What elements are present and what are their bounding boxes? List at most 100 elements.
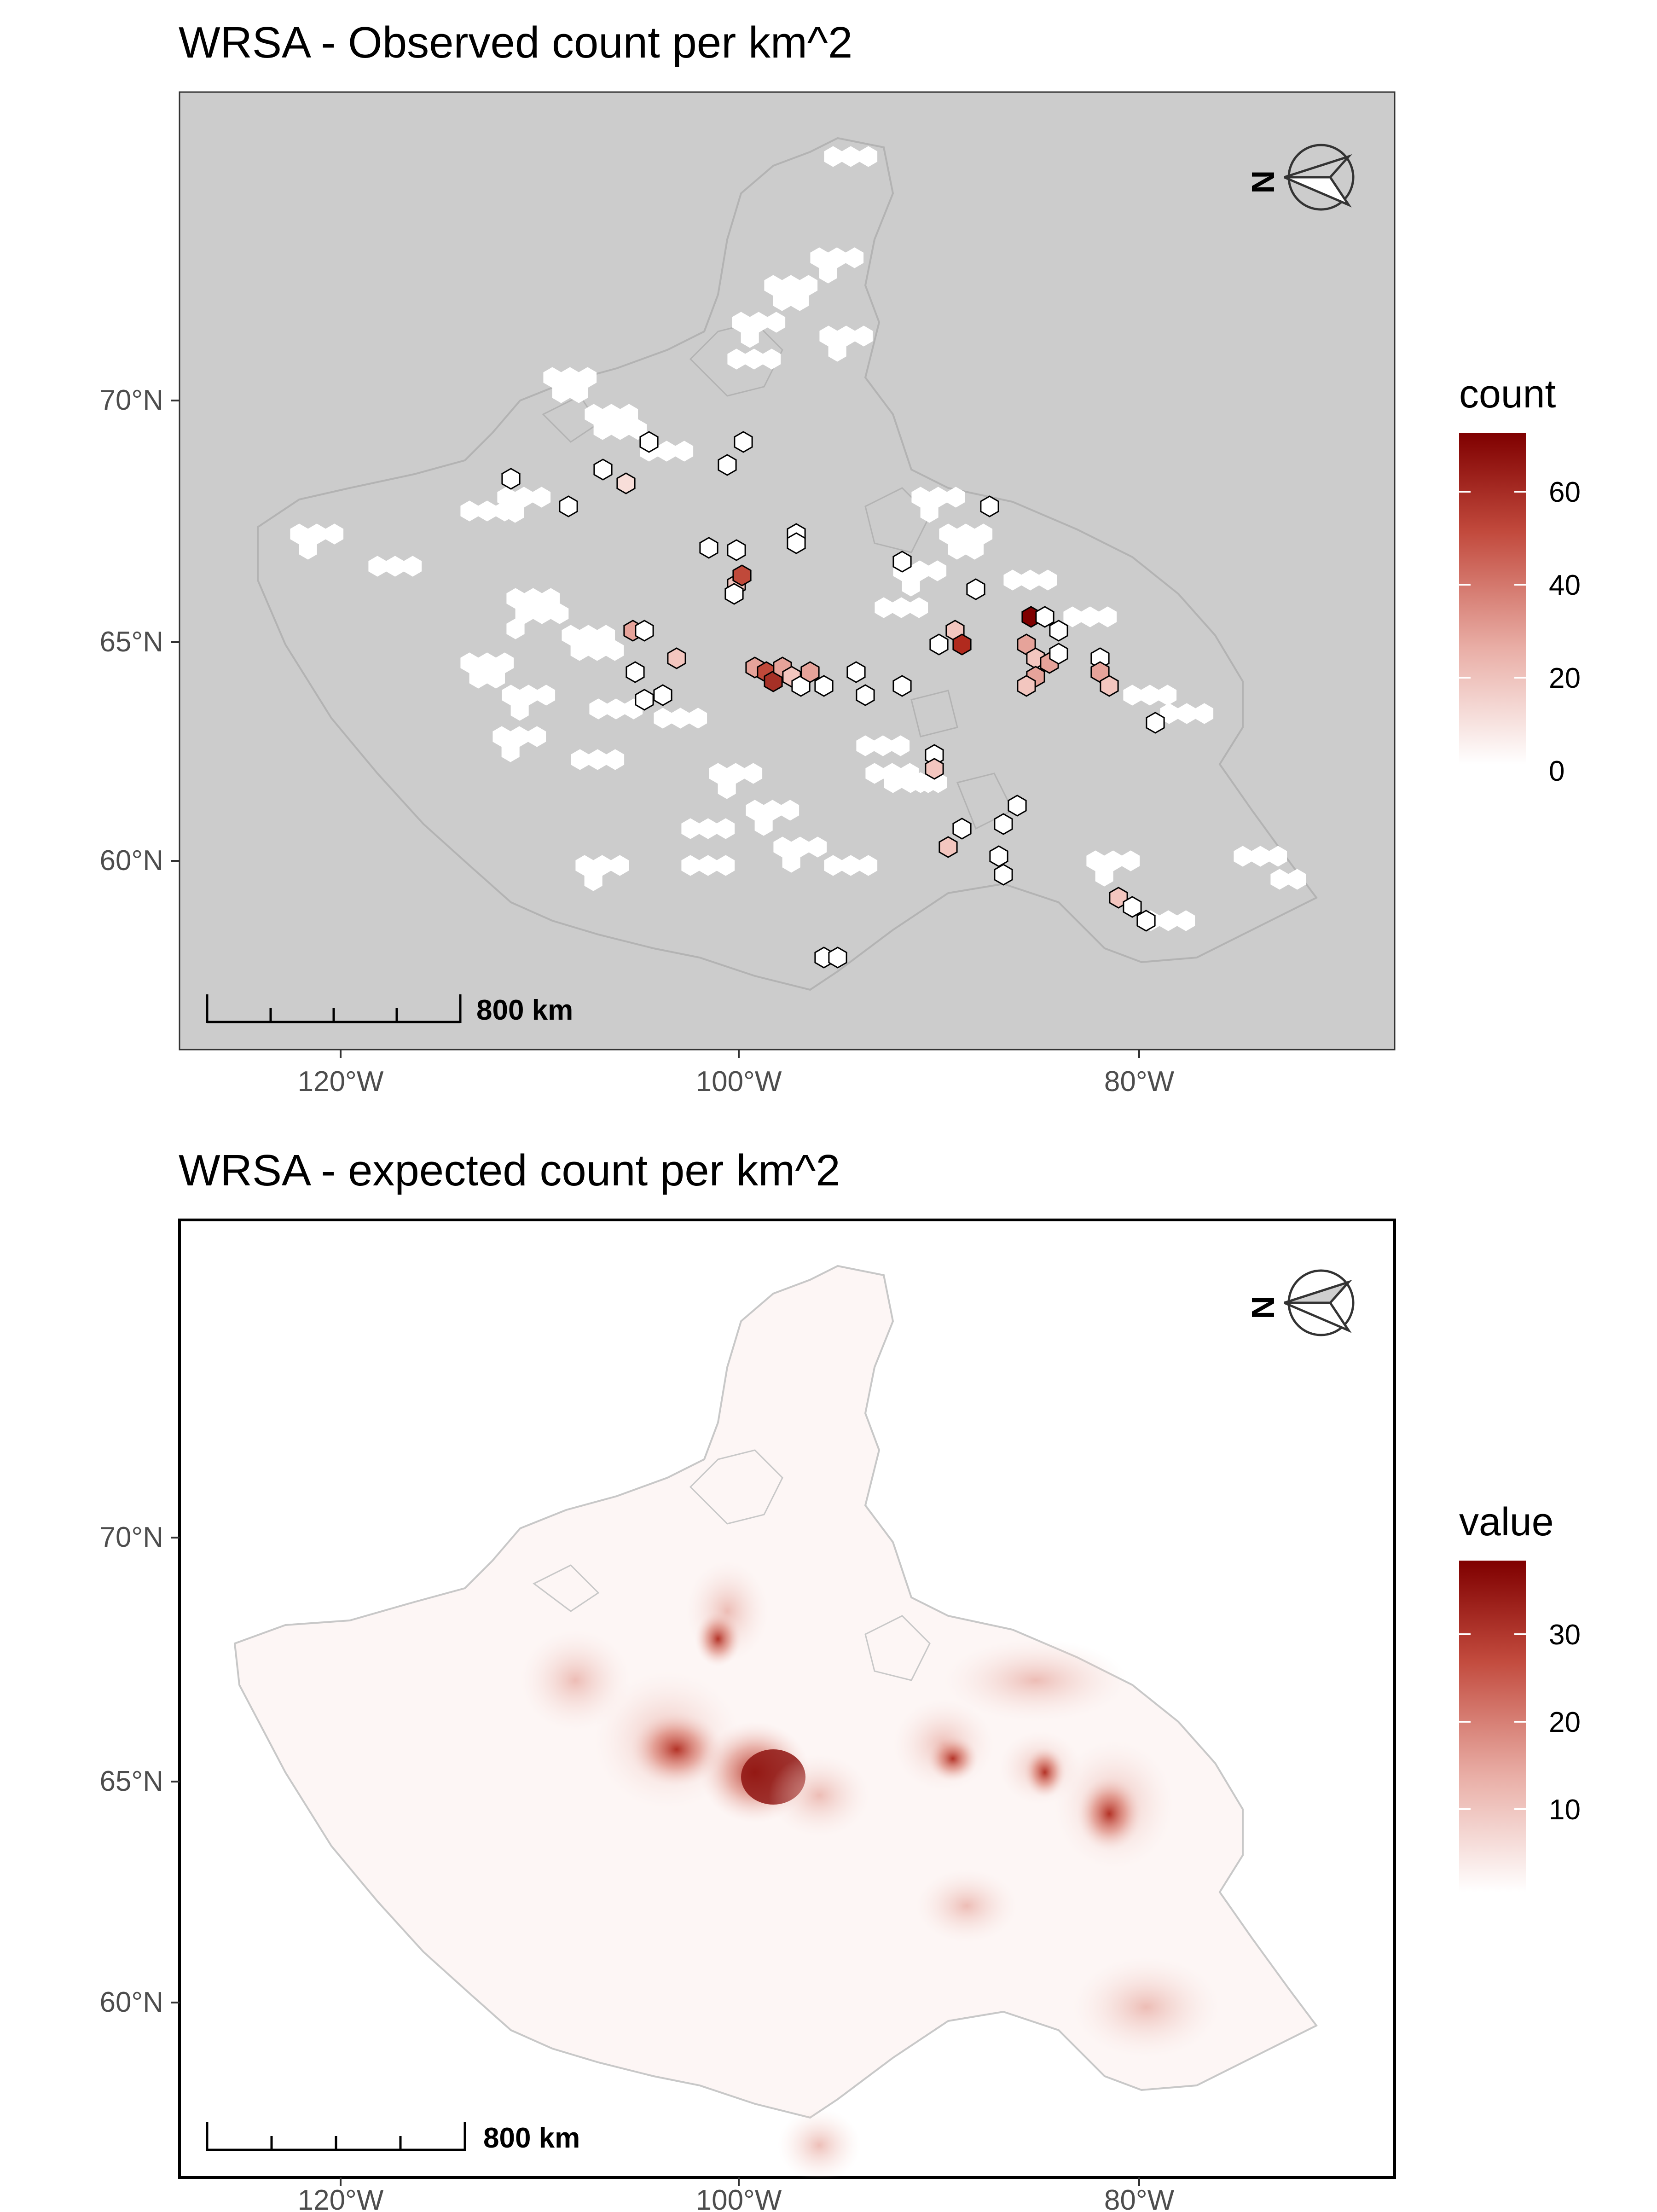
hex-cell	[675, 441, 694, 462]
hex-cell	[994, 813, 1013, 835]
legend-title: count	[1459, 372, 1556, 416]
y-tick-label: 70°N	[99, 1521, 163, 1553]
hex-cell	[299, 539, 317, 560]
hex-cell	[1017, 675, 1036, 697]
north-arrow-icon: N	[1245, 144, 1355, 211]
hex-cell	[892, 675, 912, 697]
x-tick-label: 80°W	[1104, 1066, 1175, 1097]
legend-count: count 60 40 20 0	[1459, 372, 1581, 787]
scale-bar-label: 800 km	[476, 994, 573, 1026]
map-background	[179, 91, 1396, 1051]
panel-title: WRSA - expected count per km^2	[179, 1146, 840, 1195]
hex-cell	[1100, 675, 1119, 697]
scale-bar: 800 km	[206, 2122, 580, 2154]
hex-cell	[902, 575, 920, 597]
hex-cell	[718, 454, 737, 476]
panel-title: WRSA - Observed count per km^2	[179, 18, 852, 67]
hex-cell	[1269, 846, 1287, 867]
hex-cell	[928, 560, 947, 581]
hex-cell	[606, 640, 624, 661]
hex-cell	[1035, 606, 1054, 628]
hex-cell	[929, 633, 949, 656]
hex-cell	[1177, 910, 1195, 931]
hex-cell	[846, 661, 866, 683]
y-tick-label: 60°N	[99, 1986, 163, 2018]
hex-cell	[809, 836, 827, 858]
panel-expected: WRSA - expected count per km^2	[99, 1146, 1581, 2212]
legend-tick-label: 0	[1549, 755, 1564, 787]
hex-cell	[699, 537, 718, 559]
x-axis: 120°W 100°W 80°W	[298, 1050, 1175, 1097]
hex-cell	[859, 146, 878, 167]
hex-cell	[734, 431, 753, 453]
legend-tick-label: 30	[1549, 1619, 1581, 1651]
hex-cell	[487, 668, 505, 689]
hex-cell	[754, 815, 773, 836]
x-axis: 120°W 100°W 80°W	[298, 2177, 1175, 2212]
y-tick-label: 70°N	[99, 384, 163, 416]
scale-bar-label: 800 km	[483, 2122, 580, 2154]
hex-cell	[718, 778, 736, 799]
hex-cell	[1090, 647, 1110, 669]
hex-grid-layer	[290, 146, 1306, 969]
hex-cell	[559, 495, 578, 517]
hex-cell	[506, 618, 525, 639]
hex-cell	[717, 818, 735, 839]
hex-cell	[952, 633, 972, 656]
hex-cell	[920, 502, 939, 523]
hex-cell	[1136, 910, 1156, 932]
hex-cell	[819, 262, 837, 284]
y-tick-label: 65°N	[99, 1765, 163, 1797]
hex-cell	[724, 583, 744, 605]
hex-cell	[653, 684, 672, 706]
hex-cell	[925, 758, 944, 780]
hex-cell	[994, 864, 1013, 886]
hex-cell	[606, 749, 625, 770]
x-tick-label: 100°W	[696, 2184, 782, 2210]
hex-cell	[763, 348, 781, 370]
hex-cell	[782, 852, 800, 873]
hex-cell	[626, 661, 645, 683]
hex-cell	[856, 684, 875, 706]
hex-cell	[855, 325, 873, 347]
hex-cell	[846, 247, 864, 268]
hex-cell	[910, 597, 928, 618]
hex-cell	[635, 620, 654, 642]
hex-cell	[828, 946, 847, 969]
hex-cell	[965, 539, 984, 560]
hex-cell	[828, 341, 846, 362]
hex-cell	[584, 870, 603, 891]
hex-cell	[952, 818, 972, 840]
svg-text:N: N	[1245, 1296, 1281, 1319]
hex-cell	[593, 459, 613, 481]
legend-title: value	[1459, 1500, 1554, 1544]
hex-cell	[1039, 569, 1057, 591]
hex-cell	[939, 836, 958, 858]
x-tick-label: 100°W	[696, 1066, 782, 1097]
hex-cell	[1159, 685, 1177, 706]
hex-cell	[616, 472, 636, 494]
legend-colorbar	[1459, 433, 1526, 764]
hex-cell	[1099, 606, 1117, 627]
hex-cell	[550, 603, 569, 624]
hex-cell	[404, 556, 422, 577]
legend-tick-label: 40	[1549, 569, 1581, 601]
legend-value: value 30 20 10	[1459, 1500, 1581, 1892]
y-tick-label: 65°N	[99, 626, 163, 658]
scale-bar: 800 km	[206, 994, 573, 1026]
hex-cell	[1195, 703, 1214, 724]
x-tick-label: 120°W	[298, 1066, 384, 1097]
y-axis: 70°N 65°N 60°N	[99, 1521, 180, 2018]
hex-cell	[639, 431, 659, 453]
legend-tick-label: 10	[1549, 1794, 1581, 1826]
north-arrow-icon: N	[1245, 1269, 1355, 1336]
legend-tick-label: 20	[1549, 1707, 1581, 1738]
hex-cell	[781, 800, 800, 821]
hex-cell	[727, 539, 746, 561]
hex-cell	[496, 500, 514, 522]
hex-cell	[510, 700, 529, 721]
hex-cell	[1095, 865, 1113, 887]
hex-cell	[814, 675, 834, 697]
hex-cell	[989, 845, 1008, 867]
hex-cell	[947, 487, 965, 508]
